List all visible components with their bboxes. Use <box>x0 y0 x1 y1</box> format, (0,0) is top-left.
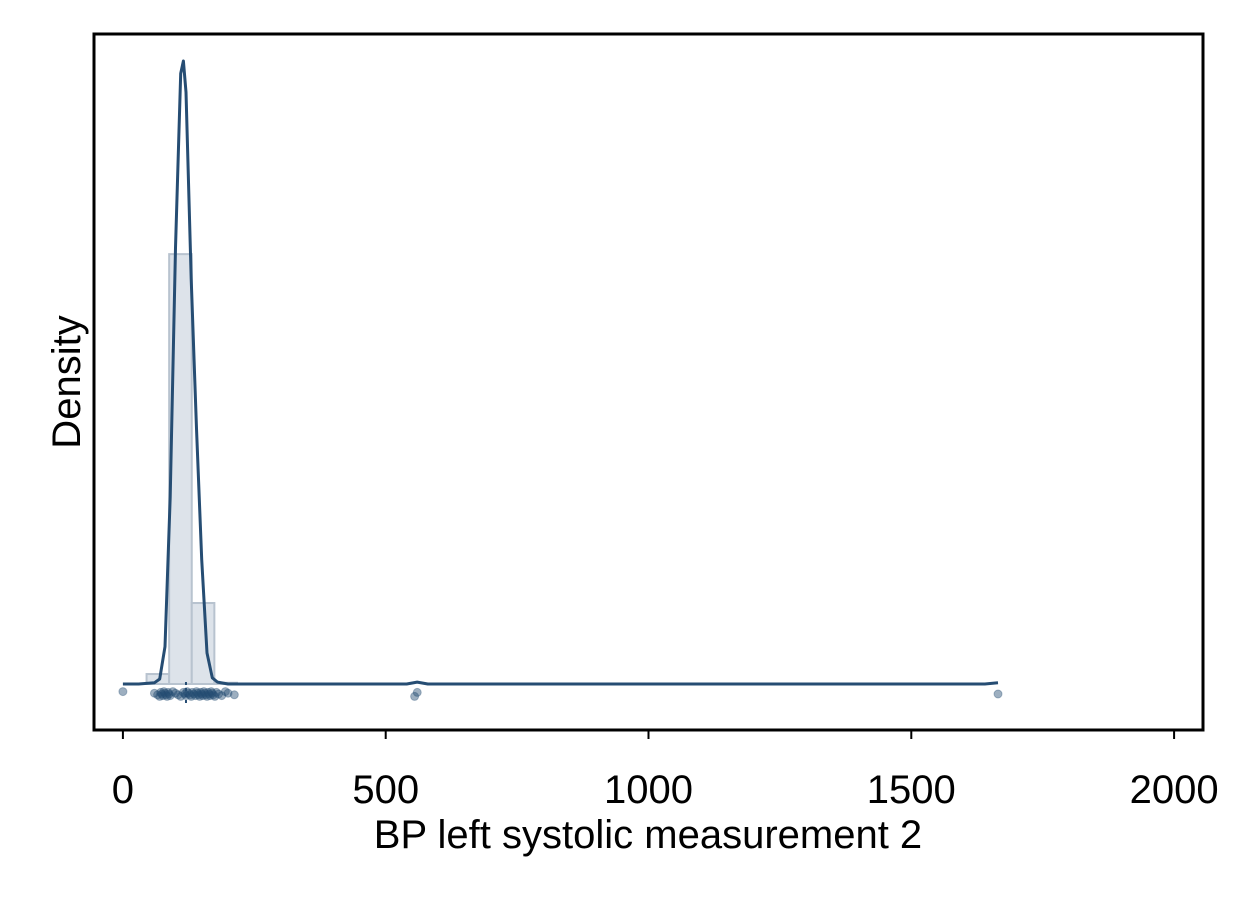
strip-point <box>153 690 163 700</box>
strip-point <box>191 687 201 697</box>
strip-point <box>203 687 213 697</box>
strip-point <box>210 691 220 701</box>
x-tick-label: 1000 <box>604 768 693 812</box>
strip-point <box>164 689 174 699</box>
strip-point <box>161 690 171 700</box>
strip-point <box>412 687 422 697</box>
strip-point <box>162 691 172 701</box>
strip-point <box>993 689 1003 699</box>
y-axis-title: Density <box>45 315 89 448</box>
strip-point <box>410 691 420 701</box>
strip-point <box>163 687 173 697</box>
strip-point <box>202 691 212 701</box>
strip-point <box>190 691 200 701</box>
strip-point <box>195 691 205 701</box>
strip-point <box>193 688 203 698</box>
strip-point <box>201 690 211 700</box>
strip-point <box>173 690 183 700</box>
strip-point <box>229 690 239 700</box>
strip-point <box>207 688 217 698</box>
strip-point <box>197 689 207 699</box>
x-tick-label: 0 <box>112 768 134 812</box>
x-axis-title: BP left systolic measurement 2 <box>374 813 922 857</box>
strip-point <box>214 689 224 699</box>
strip-point <box>205 691 215 701</box>
strip-point <box>158 691 168 701</box>
strip-point <box>196 687 206 697</box>
strip-point <box>206 687 216 697</box>
x-tick-label: 500 <box>352 768 419 812</box>
strip-point <box>189 689 199 699</box>
x-axis-ticks: 0 500 1000 1500 2000 <box>112 730 1219 812</box>
strip-point <box>194 690 204 700</box>
strip-point <box>155 691 165 701</box>
strip-point <box>165 691 175 701</box>
strip-point <box>156 687 166 697</box>
strip-point <box>220 687 230 697</box>
strip-point <box>186 691 196 701</box>
strip-point <box>149 688 159 698</box>
strip-point <box>168 687 178 697</box>
histogram-bar <box>168 253 193 685</box>
strip-point <box>187 687 197 697</box>
density-layer <box>122 59 999 686</box>
strip-point <box>204 689 214 699</box>
strip-point <box>157 689 167 699</box>
strip-point <box>217 691 227 701</box>
strip-point <box>170 688 180 698</box>
strip-point <box>160 688 170 698</box>
density-line <box>122 59 999 686</box>
strip-point <box>208 690 218 700</box>
strip-point <box>159 687 169 697</box>
strip-point <box>200 688 210 698</box>
strip-point <box>118 687 128 697</box>
x-tick-label: 1500 <box>867 768 956 812</box>
strip-point <box>211 687 221 697</box>
strip-point <box>223 688 233 698</box>
strip-point <box>176 691 186 701</box>
plot-frame <box>92 32 1205 732</box>
strip-point <box>198 691 208 701</box>
x-tick-label: 2000 <box>1130 768 1219 812</box>
strip-point <box>199 687 209 697</box>
strip-layer <box>118 682 1003 706</box>
